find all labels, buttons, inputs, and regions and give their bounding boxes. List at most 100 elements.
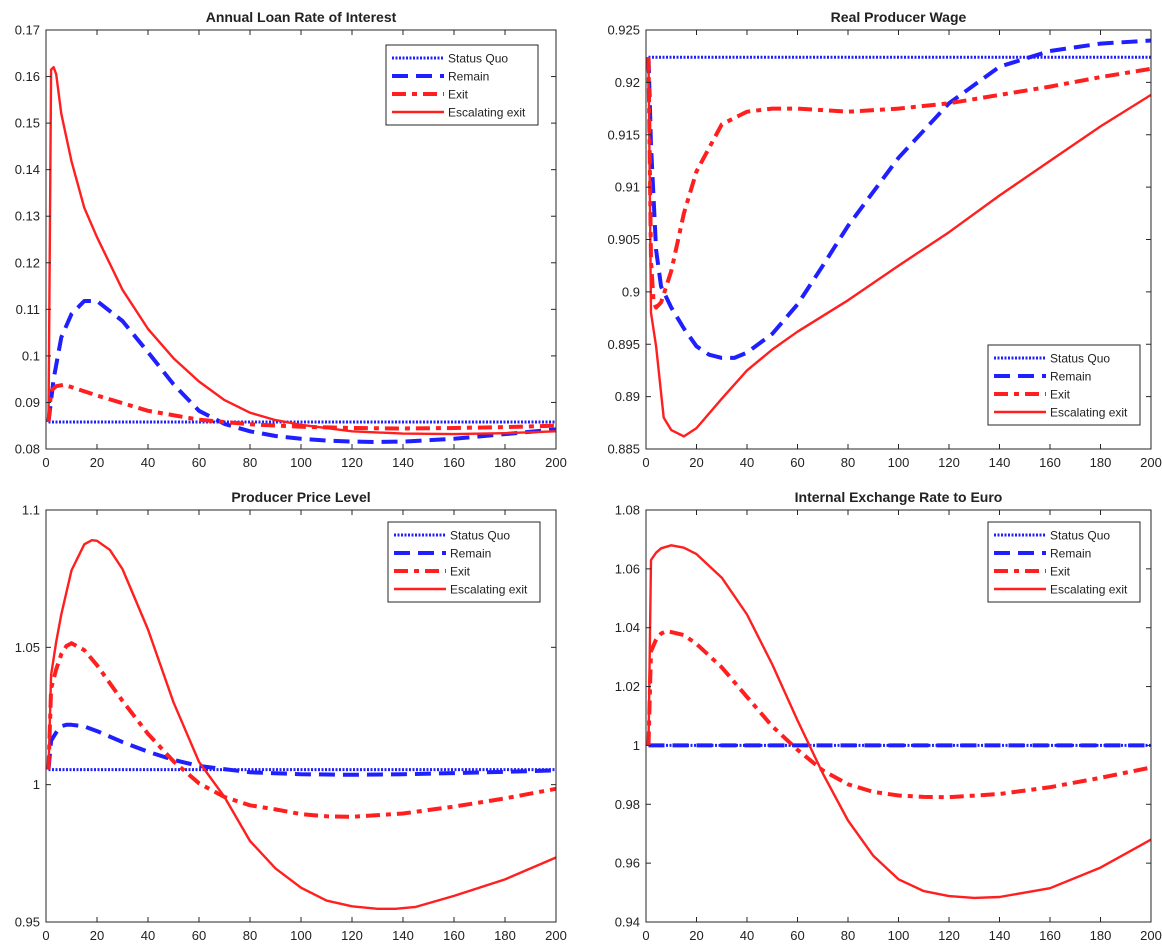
x-tick-label: 120 (341, 455, 363, 470)
y-tick-label: 0.95 (15, 915, 40, 930)
y-tick-label: 1 (33, 777, 40, 792)
y-tick-label: 0.11 (16, 302, 40, 317)
legend: Status Quo Remain Exit Escalating exit (987, 521, 1141, 603)
y-tick-label: 0.1 (22, 348, 40, 363)
legend-label: Remain (1050, 370, 1091, 384)
y-tick-label: 1.02 (615, 679, 640, 694)
legend-label: Escalating exit (1050, 406, 1128, 420)
series-line-remain (646, 38, 1152, 360)
legend-label: Exit (448, 88, 469, 102)
y-tick-label: 1.1 (22, 503, 40, 518)
legend-label: Escalating exit (450, 583, 528, 597)
x-tick-label: 100 (290, 928, 312, 943)
series-line-escalating-exit (47, 539, 557, 910)
x-tick-label: 100 (290, 455, 312, 470)
y-tick-label: 1.04 (615, 620, 640, 635)
x-tick-label: 200 (545, 455, 567, 470)
legend-label: Status Quo (450, 529, 510, 543)
y-tick-label: 0.15 (15, 116, 40, 131)
y-tick-label: 1.06 (615, 561, 640, 576)
chart-panel-1: Annual Loan Rate of Interest 0 20 40 60 80 100… (15, 9, 567, 470)
y-tick-label: 0.9 (622, 284, 640, 299)
x-tick-label: 0 (42, 455, 49, 470)
chart-title: Producer Price Level (231, 489, 370, 505)
x-tick-label: 60 (790, 928, 804, 943)
y-tick-label: 0.13 (15, 209, 40, 224)
x-tick-label: 100 (888, 928, 910, 943)
x-tick-label: 140 (989, 455, 1011, 470)
x-tick-label: 20 (689, 928, 703, 943)
y-tick-label: 0.925 (607, 23, 640, 38)
series-line-escalating-exit (47, 65, 557, 436)
y-tick-label: 0.89 (615, 389, 640, 404)
chart-title: Annual Loan Rate of Interest (206, 9, 397, 25)
series-line-escalating-exit (647, 544, 1152, 900)
x-tick-label: 60 (790, 455, 804, 470)
x-tick-label: 120 (341, 928, 363, 943)
legend-label: Exit (1050, 388, 1071, 402)
x-tick-label: 20 (90, 455, 104, 470)
y-tick-label: 0.14 (15, 162, 40, 177)
x-tick-label: 200 (1140, 455, 1162, 470)
x-tick-label: 0 (42, 928, 49, 943)
legend: Status Quo Remain Exit Escalating exit (385, 44, 539, 126)
series-line-escalating-exit (647, 57, 1152, 438)
y-tick-label: 0.17 (15, 23, 40, 38)
y-tick-label: 0.09 (15, 395, 40, 410)
x-tick-label: 40 (740, 455, 754, 470)
series-line-exit (46, 641, 557, 819)
y-tick-label: 0.96 (615, 856, 640, 871)
chart-title: Internal Exchange Rate to Euro (795, 489, 1003, 505)
x-tick-label: 120 (938, 455, 960, 470)
y-tick-label: 0.94 (615, 915, 640, 930)
legend-label: Exit (1050, 565, 1071, 579)
x-tick-label: 40 (740, 928, 754, 943)
y-tick-label: 0.12 (15, 255, 40, 270)
x-tick-label: 100 (888, 455, 910, 470)
x-tick-label: 160 (1039, 455, 1061, 470)
y-tick-label: 0.895 (607, 337, 640, 352)
x-tick-label: 160 (1039, 928, 1061, 943)
y-tick-label: 0.905 (607, 232, 640, 247)
x-tick-label: 40 (141, 928, 155, 943)
chart-panel-2: Real Producer Wage 0 20 40 60 80 100 120 140 160 1… (607, 9, 1161, 470)
x-tick-label: 200 (1140, 928, 1162, 943)
x-tick-label: 180 (494, 455, 516, 470)
series-line-exit (646, 57, 1152, 310)
x-tick-label: 200 (545, 928, 567, 943)
y-tick-label: 0.915 (607, 127, 640, 142)
legend-label: Escalating exit (1050, 583, 1128, 597)
x-tick-label: 120 (938, 928, 960, 943)
legend-label: Escalating exit (448, 106, 526, 120)
x-tick-label: 160 (443, 455, 465, 470)
chart-panel-3: Producer Price Level 0 20 40 60 80 100 120 140 16… (15, 489, 567, 943)
x-tick-label: 180 (1090, 928, 1112, 943)
y-tick-label: 0.08 (15, 442, 40, 457)
x-tick-label: 60 (192, 455, 206, 470)
y-tick-label: 0.16 (15, 69, 40, 84)
chart-title: Real Producer Wage (831, 9, 967, 25)
legend: Status Quo Remain Exit Escalating exit (387, 521, 541, 603)
x-tick-label: 40 (141, 455, 155, 470)
x-tick-label: 20 (90, 928, 104, 943)
x-tick-label: 160 (443, 928, 465, 943)
y-tick-label: 0.885 (607, 442, 640, 457)
series-line-exit (46, 382, 557, 431)
series-line-remain (46, 722, 557, 777)
x-tick-label: 0 (642, 455, 649, 470)
x-tick-label: 140 (392, 455, 414, 470)
legend-label: Remain (1050, 547, 1091, 561)
y-tick-label: 0.98 (615, 797, 640, 812)
chart-panel-4: Internal Exchange Rate to Euro 0 20 40 60 80 1… (615, 489, 1162, 943)
y-tick-label: 0.92 (615, 75, 640, 90)
x-tick-label: 80 (243, 455, 257, 470)
series-line-remain (46, 299, 557, 444)
x-tick-label: 140 (392, 928, 414, 943)
legend-label: Status Quo (1050, 529, 1110, 543)
y-tick-label: 0.91 (615, 180, 640, 195)
y-tick-label: 1.08 (615, 503, 640, 518)
legend-label: Exit (450, 565, 471, 579)
x-tick-label: 0 (642, 928, 649, 943)
